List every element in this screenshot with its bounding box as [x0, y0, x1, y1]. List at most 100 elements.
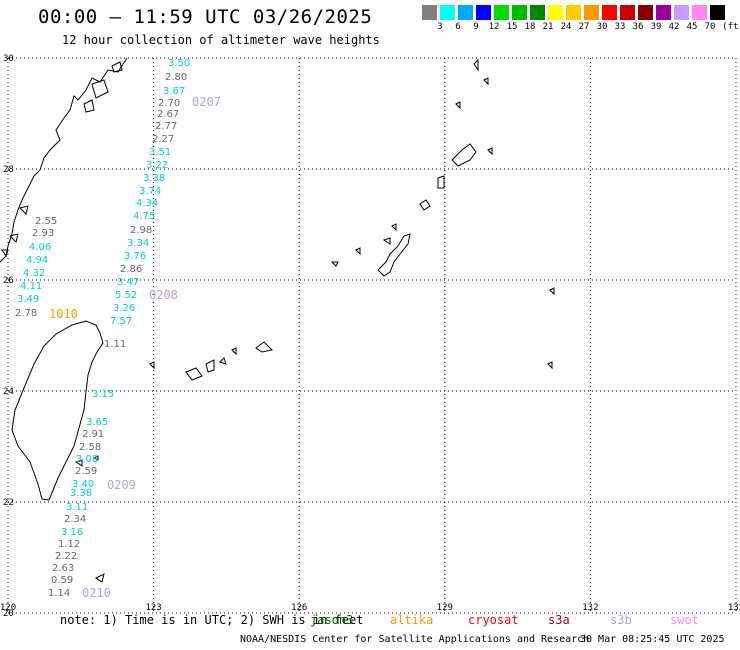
footer-note: note: 1) Time is in UTC; 2) SWH is in fe… — [60, 613, 364, 627]
wave-height-value: 2.34 — [64, 514, 86, 525]
chart-subtitle: 12 hour collection of altimeter wave hei… — [62, 33, 380, 47]
wave-height-value: 1.14 — [48, 588, 70, 599]
wave-height-value: 2.63 — [52, 563, 74, 574]
axis-ticks: 120 123 126 129 132 135 30 28 26 24 22 20 — [0, 54, 740, 619]
legend-swatch — [674, 5, 689, 20]
x-tick-label: 123 — [145, 603, 161, 613]
wave-height-value: 4.75 — [133, 211, 155, 222]
legend-label: 24 — [560, 22, 572, 32]
wave-height-value: 3.47 — [117, 277, 139, 288]
wave-height-value: 4.34 — [136, 198, 158, 209]
okinawa-islands — [330, 223, 411, 277]
wave-height-value: 0.59 — [51, 575, 73, 586]
wave-height-value: 1.11 — [104, 339, 126, 350]
legend-label: 39 — [650, 22, 662, 32]
china-coastline — [0, 57, 128, 263]
wave-height-value: 3.38 — [143, 173, 165, 184]
wave-height-value: 4.06 — [29, 242, 51, 253]
legend-label: 33 — [614, 22, 626, 32]
wave-height-value: 2.98 — [130, 225, 152, 236]
x-tick-label: 120 — [0, 603, 16, 613]
legend-label: 70 — [704, 22, 716, 32]
wave-height-value: 2.91 — [82, 429, 104, 440]
legend-label: 3 — [437, 22, 443, 32]
wave-height-value: 2.86 — [120, 264, 142, 275]
wave-height-value: 3.22 — [146, 160, 168, 171]
wave-height-value: 3.34 — [127, 238, 149, 249]
legend-swatch — [566, 5, 581, 20]
coastlines — [0, 57, 555, 583]
generated-timestamp: 30 Mar 08:25:45 UTC 2025 — [580, 634, 725, 645]
wave-height-value: 4.11 — [20, 281, 42, 292]
legend-swatch — [422, 5, 437, 20]
wave-height-value: 2.59 — [75, 466, 97, 477]
satellite-name: s3a — [548, 613, 570, 627]
wave-height-value: 2.58 — [79, 442, 101, 453]
legend-swatch — [638, 5, 653, 20]
wave-height-value: 3.26 — [113, 303, 135, 314]
track-label: 0208 — [149, 288, 178, 302]
wave-height-value: 2.22 — [55, 551, 77, 562]
legend-swatch — [548, 5, 563, 20]
wave-height-value: 3.38 — [70, 488, 92, 499]
wave-height-value: 2.80 — [165, 72, 187, 83]
legend-swatch — [692, 5, 707, 20]
y-tick-label: 30 — [3, 54, 14, 64]
wave-height-value: 3.76 — [124, 251, 146, 262]
taiwan-coastline — [11, 320, 104, 501]
wave-height-value: 3.65 — [86, 417, 108, 428]
y-tick-label: 24 — [3, 387, 14, 397]
lat-lon-grid — [7, 57, 737, 614]
chart-title: 00:00 — 11:59 UTC 03/26/2025 — [38, 6, 373, 28]
track-label: 0209 — [107, 478, 136, 492]
wave-height-value: 3.74 — [139, 186, 161, 197]
y-tick-label: 20 — [3, 609, 14, 619]
legend-label: 6 — [455, 22, 461, 32]
wave-height-value: 4.94 — [26, 255, 48, 266]
track-label: 0207 — [192, 95, 221, 109]
y-tick-label: 22 — [3, 498, 14, 508]
legend-label: 30 — [596, 22, 608, 32]
legend-label: 15 — [506, 22, 518, 32]
wave-height-value: 3.50 — [168, 58, 190, 69]
wave-height-value: 3.49 — [17, 294, 39, 305]
x-tick-label: 126 — [291, 603, 307, 613]
legend-swatch — [710, 5, 725, 20]
wave-height-value: 3.15 — [92, 389, 114, 400]
track-label: 1010 — [49, 307, 78, 321]
wave-height-value: 2.27 — [152, 134, 174, 145]
y-tick-label: 28 — [3, 165, 14, 175]
yaeyama-islands — [149, 341, 274, 381]
track-label: 0210 — [82, 586, 111, 600]
wave-height-value: 5.52 — [115, 290, 137, 301]
legend-swatch — [584, 5, 599, 20]
satellite-name: altika — [390, 613, 434, 627]
wave-height-values: 3.50 2.80 3.672.702.672.77 2.27 3.51 3.22 3.38… — [15, 58, 190, 599]
legend-swatch — [620, 5, 635, 20]
satellite-name: swot — [670, 613, 699, 627]
wave-height-value: 2.70 — [158, 98, 180, 109]
legend-swatch — [656, 5, 671, 20]
legend-unit: (ft) — [722, 22, 740, 32]
wave-height-value: 1.12 — [58, 539, 80, 550]
china-islands — [1, 61, 123, 258]
x-tick-label: 135 — [728, 603, 740, 613]
legend-swatch — [530, 5, 545, 20]
legend-swatch — [494, 5, 509, 20]
wave-height-value: 3.67 — [163, 86, 185, 97]
satellite-name: s3b — [610, 613, 632, 627]
legend-label: 21 — [542, 22, 554, 32]
islands-south — [74, 455, 105, 583]
legend-swatch — [602, 5, 617, 20]
wave-height-value: 2.55 — [35, 216, 57, 227]
wave-height-value: 2.78 — [15, 308, 37, 319]
x-tick-label: 129 — [437, 603, 453, 613]
legend-label: 42 — [668, 22, 680, 32]
satellite-name: jason3 — [310, 613, 354, 627]
legend-label: 12 — [488, 22, 500, 32]
wave-height-value: 4.32 — [23, 268, 45, 279]
legend-label: 36 — [632, 22, 644, 32]
wave-height-value: 7.57 — [110, 316, 132, 327]
legend-label: 18 — [524, 22, 536, 32]
amami-islands — [419, 58, 493, 211]
